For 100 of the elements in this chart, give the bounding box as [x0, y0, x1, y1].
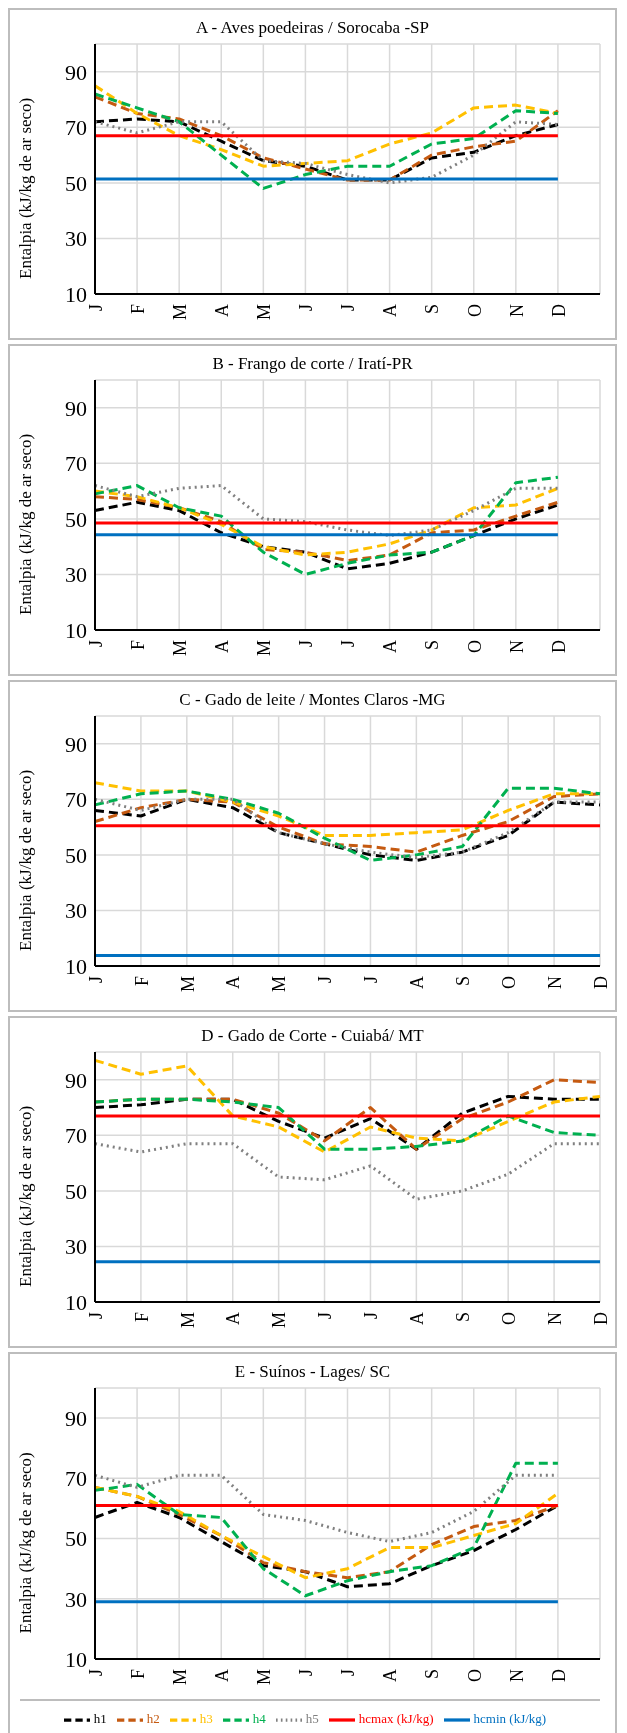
x-tick-label: J [296, 304, 317, 312]
y-axis-title: Entalpia (kJ/kg de ar seco) [16, 1105, 36, 1287]
x-tick-label: O [464, 1669, 485, 1682]
y-tick-label: 10 [65, 1646, 87, 1672]
x-tick-label: J [315, 1312, 336, 1320]
y-tick-label: 90 [65, 59, 87, 85]
y-tick-label: 10 [65, 1289, 87, 1315]
y-axis-title: Entalpia (kJ/kg de ar seco) [16, 433, 36, 615]
line-series [93, 1058, 602, 1154]
y-tick-label: 50 [65, 1526, 87, 1552]
x-tick-label: M [177, 976, 198, 993]
y-axis-title: Entalpia (kJ/kg de ar seco) [16, 97, 36, 279]
y-tick-label: 30 [65, 562, 87, 588]
x-tick-label: M [169, 304, 190, 321]
x-tick-label: F [127, 304, 148, 315]
y-tick-label: 50 [65, 1178, 87, 1204]
y-tick-label: 90 [65, 1067, 87, 1093]
x-tick-label: F [127, 1669, 148, 1680]
x-tick-label: O [498, 976, 519, 989]
chart-title: C - Gado de leite / Montes Claros -MG [178, 690, 447, 710]
line-series [93, 1142, 602, 1201]
x-tick-label: M [169, 640, 190, 657]
y-tick-label: 70 [65, 1123, 87, 1149]
y-tick-label: 10 [65, 281, 87, 307]
chart-title: A - Aves poedeiras / Sorocaba -SP [195, 18, 430, 38]
legend-label: hcmin (kJ/kg) [473, 1710, 547, 1726]
x-tick-label: A [407, 1312, 428, 1325]
x-tick-label: A [212, 640, 233, 653]
y-tick-label: 90 [65, 1405, 87, 1431]
x-tick-label: N [544, 976, 565, 989]
x-tick-label: D [548, 304, 569, 317]
x-tick-label: J [338, 1669, 359, 1677]
x-tick-label: J [85, 640, 106, 648]
y-tick-label: 30 [65, 226, 87, 252]
legend-label: hcmax (kJ/kg) [358, 1710, 434, 1726]
x-tick-label: J [296, 1669, 317, 1677]
line-series [93, 1485, 560, 1580]
x-tick-label: J [361, 976, 382, 984]
x-tick-label: M [254, 640, 275, 657]
x-tick-label: A [212, 1669, 233, 1682]
x-tick-label: M [269, 976, 290, 993]
x-tick-label: D [590, 1312, 611, 1325]
x-tick-label: A [212, 304, 233, 317]
y-tick-label: 90 [65, 731, 87, 757]
x-tick-label: A [223, 1312, 244, 1325]
x-tick-label: J [338, 640, 359, 648]
y-tick-label: 50 [65, 506, 87, 532]
y-tick-label: 30 [65, 1234, 87, 1260]
x-tick-label: A [380, 1669, 401, 1682]
x-tick-label: J [85, 976, 106, 984]
y-axis-title: Entalpia (kJ/kg de ar seco) [16, 1452, 36, 1634]
x-tick-label: J [338, 304, 359, 312]
x-tick-label: S [453, 976, 474, 987]
chart-title: E - Suínos - Lages/ SC [233, 1362, 392, 1382]
x-tick-label: A [380, 304, 401, 317]
x-tick-label: F [131, 1312, 152, 1323]
chart-title: B - Frango de corte / Iratí-PR [211, 354, 414, 374]
legend-label: h3 [199, 1710, 213, 1726]
y-tick-label: 70 [65, 1466, 87, 1492]
y-tick-label: 10 [65, 617, 87, 643]
legend-label: h4 [252, 1710, 266, 1726]
y-tick-label: 70 [65, 451, 87, 477]
x-tick-label: O [464, 304, 485, 317]
x-tick-label: N [544, 1312, 565, 1325]
line-series [93, 484, 560, 538]
y-tick-label: 70 [65, 787, 87, 813]
x-tick-label: J [85, 1312, 106, 1320]
line-series [93, 495, 560, 563]
x-tick-label: O [498, 1312, 519, 1325]
x-tick-label: F [131, 976, 152, 987]
x-tick-label: A [380, 640, 401, 653]
x-tick-label: S [422, 304, 443, 315]
x-tick-label: A [223, 976, 244, 989]
y-tick-label: 50 [65, 842, 87, 868]
x-tick-label: N [506, 640, 527, 653]
x-tick-label: J [315, 976, 336, 984]
legend-label: h1 [93, 1710, 107, 1726]
chart-title: D - Gado de Corte - Cuiabá/ MT [200, 1026, 425, 1046]
x-tick-label: M [269, 1312, 290, 1329]
x-tick-label: M [169, 1669, 190, 1686]
x-tick-label: J [296, 640, 317, 648]
x-tick-label: D [590, 976, 611, 989]
x-tick-label: J [85, 304, 106, 312]
legend-label: h5 [305, 1710, 319, 1726]
y-tick-label: 10 [65, 953, 87, 979]
x-tick-label: D [548, 640, 569, 653]
y-axis-title: Entalpia (kJ/kg de ar seco) [16, 769, 36, 951]
y-tick-label: 50 [65, 170, 87, 196]
x-tick-label: S [422, 640, 443, 651]
x-tick-label: M [254, 304, 275, 321]
y-tick-label: 70 [65, 115, 87, 141]
y-tick-label: 30 [65, 898, 87, 924]
x-tick-label: S [422, 1669, 443, 1680]
x-tick-label: M [254, 1669, 275, 1686]
x-tick-label: N [506, 304, 527, 317]
x-tick-label: F [127, 640, 148, 651]
x-tick-label: J [361, 1312, 382, 1320]
x-tick-label: J [85, 1669, 106, 1677]
y-tick-label: 30 [65, 1586, 87, 1612]
x-tick-label: N [506, 1669, 527, 1682]
